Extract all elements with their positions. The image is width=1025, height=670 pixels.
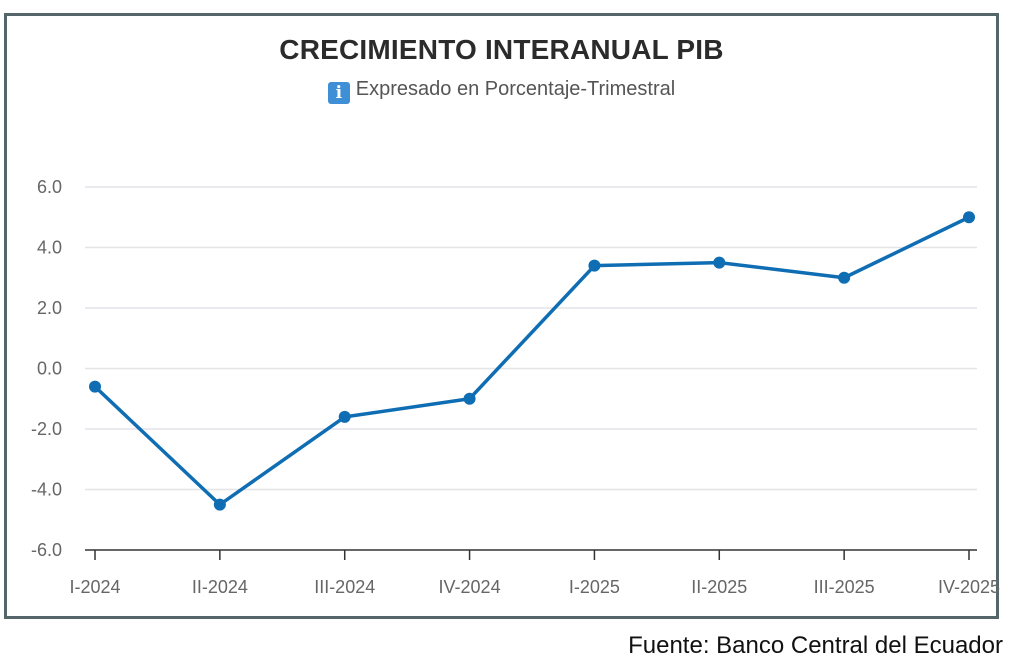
data-point [713,256,726,269]
y-tick-label: 2.0 [37,298,62,318]
x-tick-label: III-2025 [814,577,875,597]
y-tick-label: 4.0 [37,238,62,258]
data-point [838,271,851,284]
x-tick-label: II-2025 [691,577,747,597]
x-tick-label: I-2024 [69,577,120,597]
data-point [338,410,351,423]
y-tick-label: -4.0 [31,480,62,500]
data-point [963,211,975,224]
y-tick-label: 6.0 [37,177,62,197]
data-point [588,259,601,272]
data-point [89,380,101,393]
chart-subtitle-text: Expresado en Porcentaje-Trimestral [355,78,676,100]
info-icon: i [327,82,350,104]
chart-frame [4,13,999,619]
data-point [463,392,476,405]
x-tick-label: III-2024 [314,577,375,597]
x-tick-label: II-2024 [192,577,248,597]
chart-title: CRECIMIENTO INTERANUAL PIB [279,34,724,65]
y-tick-label: 0.0 [37,359,62,379]
data-point [213,498,226,511]
y-tick-label: -2.0 [31,419,62,439]
x-tick-label: I-2025 [569,577,620,597]
x-tick-label: IV-2024 [439,577,501,597]
series-line [93,215,971,507]
chart-subtitle: i Expresado en Porcentaje-Trimestral [0,78,1003,104]
y-tick-label: -6.0 [31,540,62,560]
source-note: Fuente: Banco Central del Ecuador [628,632,1003,659]
x-tick-label: IV-2025 [938,577,1000,597]
